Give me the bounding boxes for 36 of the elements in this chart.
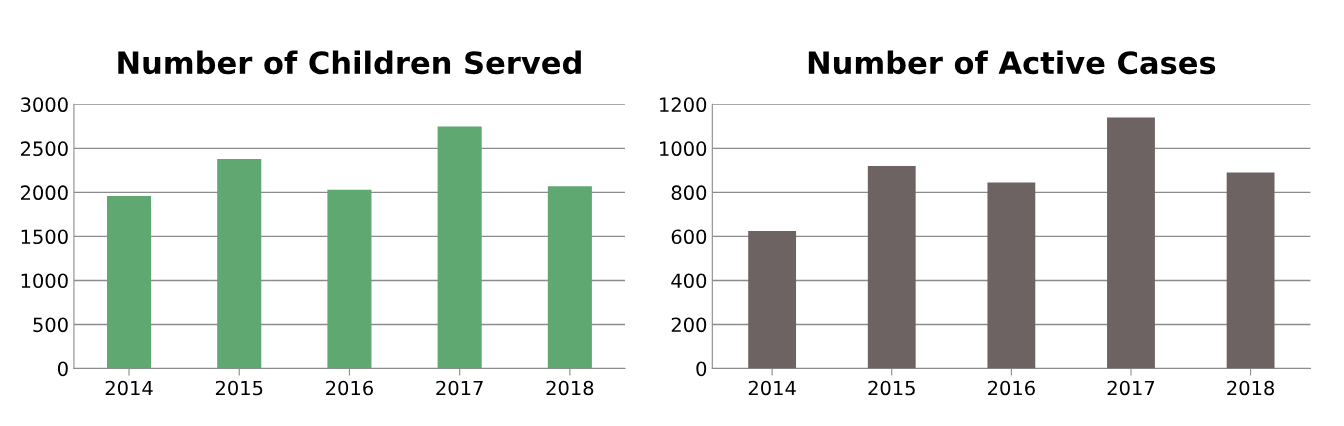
y-tick-label: 0 [696, 361, 707, 377]
chart-title: Number of Active Cases [808, 50, 1216, 75]
y-tick-label: 1000 [660, 141, 707, 157]
bar [437, 126, 482, 369]
bar [748, 230, 797, 369]
bar [217, 158, 262, 369]
bar [327, 189, 372, 369]
y-tick-label: 1200 [660, 97, 707, 113]
x-tick-label: 2018 [546, 380, 594, 396]
y-tick-label: 400 [671, 273, 707, 289]
x-tick-label: 2016 [326, 380, 373, 396]
y-tick-label: 1000 [21, 273, 68, 289]
x-tick-label: 2016 [988, 380, 1035, 396]
bar [987, 182, 1036, 369]
y-tick-label: 2500 [21, 141, 68, 157]
y-tick-label: 200 [671, 317, 707, 333]
bar [547, 186, 592, 369]
x-tick-label: 2015 [868, 380, 915, 396]
y-tick-label: 3000 [21, 97, 68, 113]
bar [106, 195, 152, 369]
y-tick-label: 600 [671, 229, 707, 245]
y-tick-label: 2000 [21, 185, 68, 201]
chart-title: Number of Children Served [118, 50, 581, 75]
y-tick-label: 0 [57, 361, 68, 377]
bar [867, 166, 916, 369]
x-tick-label: 2015 [215, 380, 263, 396]
bar [1226, 172, 1275, 369]
x-tick-label: 2018 [1227, 380, 1274, 396]
x-tick-label: 2014 [748, 380, 796, 396]
y-tick-label: 500 [33, 317, 68, 333]
bar [1107, 117, 1155, 369]
y-tick-label: 1500 [21, 229, 68, 245]
x-tick-label: 2017 [1107, 380, 1155, 396]
x-tick-label: 2014 [105, 380, 153, 396]
y-tick-label: 800 [671, 185, 707, 201]
x-tick-label: 2017 [436, 380, 483, 396]
